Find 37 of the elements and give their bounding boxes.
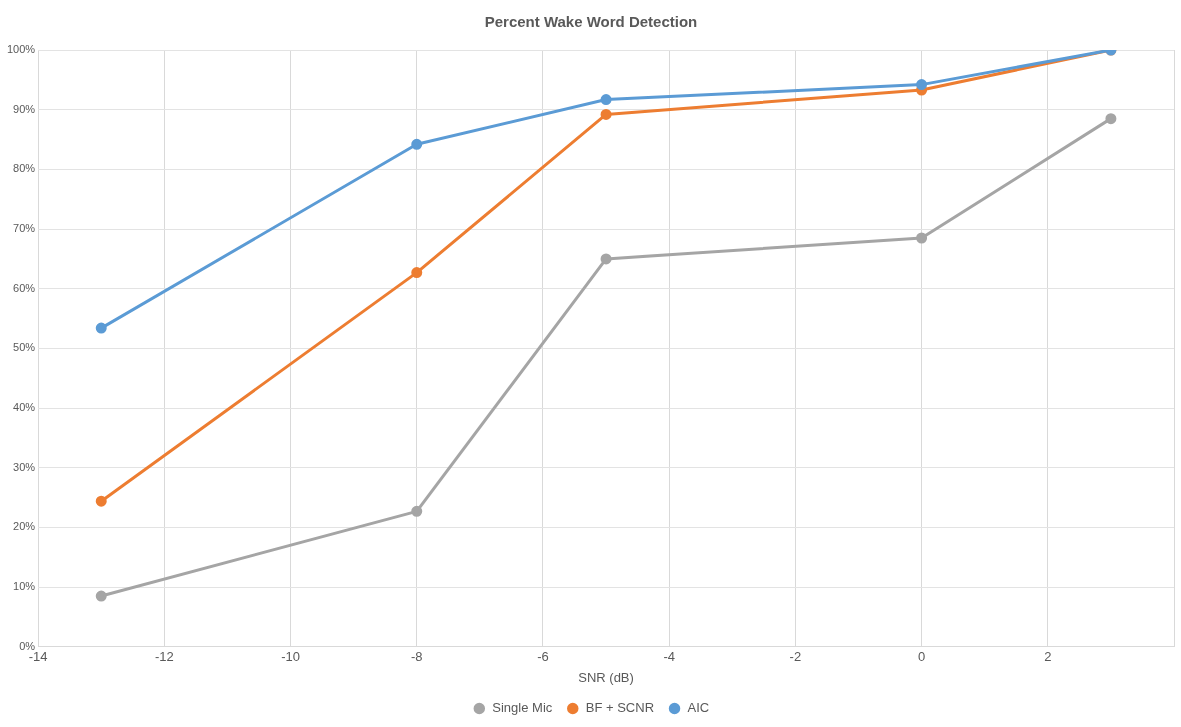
x-tick-label: -8	[410, 649, 423, 665]
point	[95, 495, 107, 507]
point	[411, 267, 423, 279]
y-tick-label: 90%	[13, 102, 36, 115]
x-tick-label: 0	[917, 649, 926, 665]
y-tick-label: 50%	[13, 341, 36, 354]
legend-label: BF + SCNR	[585, 700, 655, 716]
point	[916, 79, 928, 91]
point	[411, 505, 423, 517]
point	[600, 253, 612, 265]
legend-label: AIC	[687, 700, 710, 716]
y-tick-label: 70%	[13, 222, 36, 235]
x-tick-label: -4	[663, 649, 675, 665]
x-tick-label: -2	[789, 649, 802, 665]
y-tick-label: 10%	[13, 580, 36, 593]
x-tick-label: -10	[281, 649, 300, 665]
legend-label: Single Mic	[492, 700, 553, 716]
y-tick-label: 100%	[6, 43, 36, 56]
point	[916, 232, 928, 244]
y-tick-label: 20%	[13, 520, 36, 533]
x-tick-label: 2	[1044, 649, 1052, 665]
y-tick-label: 30%	[13, 460, 36, 473]
point	[1105, 113, 1117, 125]
point	[95, 322, 107, 334]
x-tick-label: -12	[154, 649, 174, 665]
point	[600, 108, 612, 120]
y-tick-label: 0%	[19, 639, 36, 652]
y-tick-label: 80%	[13, 162, 36, 175]
point	[600, 94, 612, 106]
x-axis-title: SNR (dB)	[578, 669, 634, 685]
point	[95, 590, 107, 602]
point	[411, 138, 423, 150]
chart-title: Percent Wake Word Detection	[484, 13, 698, 31]
y-tick-label: 60%	[13, 281, 36, 294]
y-tick-label: 40%	[13, 401, 36, 414]
x-tick-label: -14	[28, 649, 48, 665]
x-tick-label: -6	[537, 649, 549, 665]
